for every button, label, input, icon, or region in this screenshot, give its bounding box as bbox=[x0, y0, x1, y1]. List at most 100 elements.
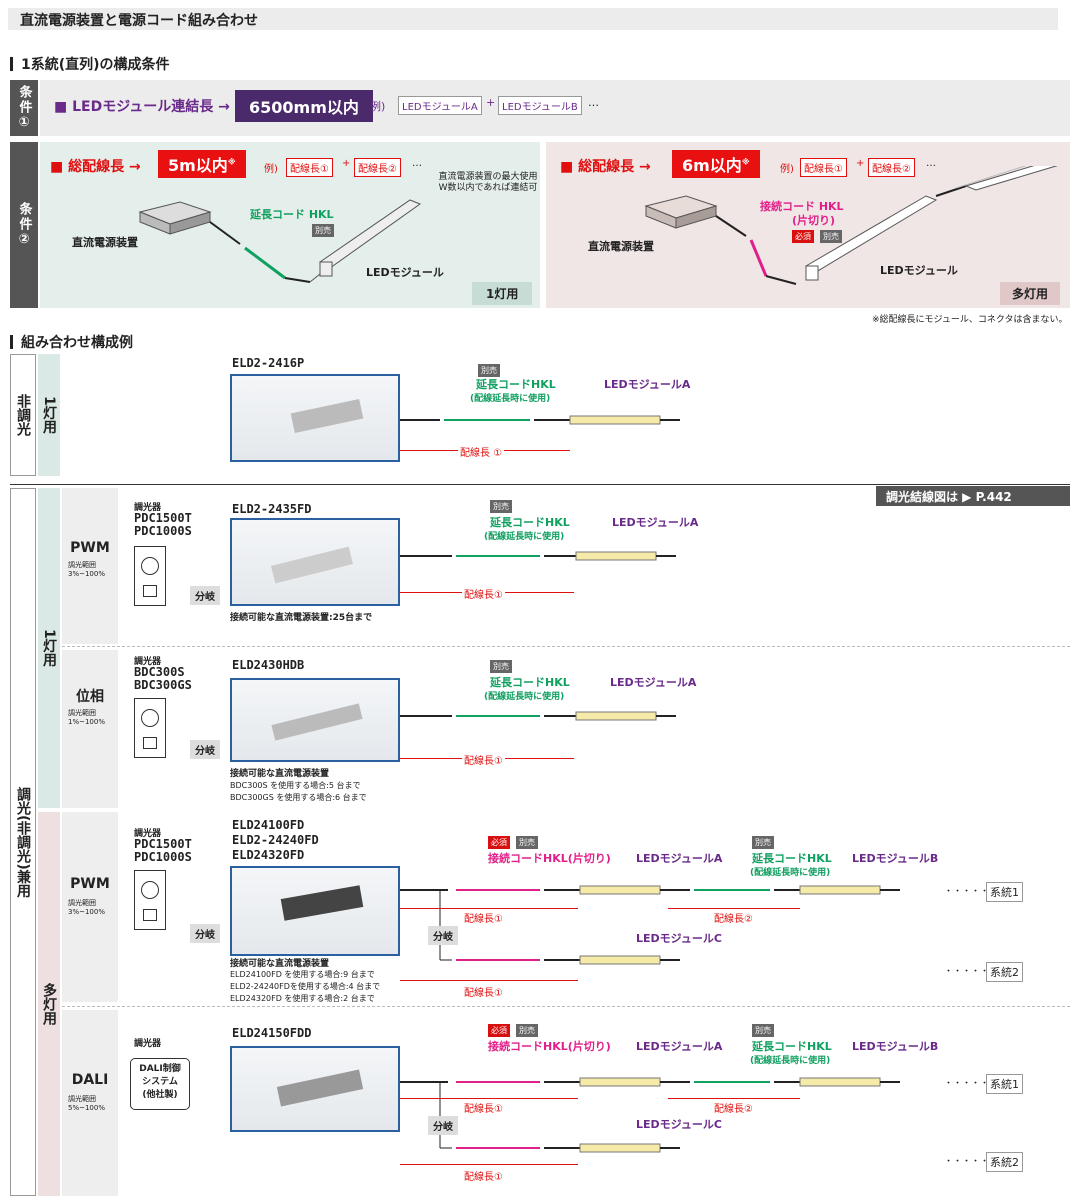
cond1-dots: … bbox=[588, 96, 599, 109]
product-photo bbox=[230, 1046, 400, 1132]
extension-cord-note: (配線延長時に使用) bbox=[484, 692, 565, 702]
wire-length-1-label: 配線長① bbox=[464, 988, 503, 999]
section-heading-conditions: 1系統(直列)の構成条件 bbox=[10, 54, 170, 74]
wire-length-bar bbox=[400, 980, 578, 981]
category-dimming: 調光(非調光)兼用 bbox=[10, 488, 36, 1196]
wire-length-bar bbox=[668, 1098, 800, 1099]
system-1-label: 系統1 bbox=[986, 882, 1023, 902]
model-eld2-2416p: ELD2-2416P bbox=[232, 356, 305, 370]
divider bbox=[62, 646, 1070, 647]
led-module-a-label: LEDモジュールA bbox=[612, 516, 699, 529]
single-module-label: LEDモジュール bbox=[366, 266, 444, 279]
extension-cord-label: 延長コードHKL bbox=[752, 852, 832, 865]
connection-cord-label: 接続コードHKL(片切り) bbox=[488, 852, 611, 865]
multi-power-supply-label: 直流電源装置 bbox=[588, 240, 654, 253]
led-module-c-label: LEDモジュールC bbox=[636, 1118, 722, 1131]
system-2-label: 系統2 bbox=[986, 1152, 1023, 1172]
connectable-count: 接続可能な直流電源装置 bbox=[230, 769, 330, 779]
wiring-line-r2 bbox=[400, 551, 676, 561]
wire-length-2-label: 配線長② bbox=[714, 1104, 753, 1115]
divider bbox=[10, 484, 1070, 485]
continuation-dots: ・・・・・ bbox=[944, 1079, 990, 1089]
dimtype-pwm-1: PWM 調光範囲 3%~100% bbox=[62, 488, 118, 644]
led-module-b-label: LEDモジュールB bbox=[852, 852, 939, 865]
category-multi: 多灯用 bbox=[38, 812, 60, 1196]
led-module-c-label: LEDモジュールC bbox=[636, 932, 722, 945]
single-wire1: 配線長① bbox=[286, 158, 333, 177]
cond1-value: 6500mm以内 bbox=[235, 90, 373, 122]
page-title: 直流電源装置と電源コード組み合わせ bbox=[8, 8, 1058, 30]
dimtype-phase: 位相 調光範囲 1%~100% bbox=[62, 650, 118, 808]
branch-label: 分岐 bbox=[428, 926, 458, 945]
footnote: ※総配線長にモジュール、コネクタは含まない。 bbox=[872, 315, 1068, 325]
wire-length-label: 配線長 ① bbox=[458, 444, 505, 459]
wire-length-label: 配線長① bbox=[462, 752, 505, 767]
system-2-label: 系統2 bbox=[986, 962, 1023, 982]
single-power-supply-label: 直流電源装置 bbox=[72, 236, 138, 249]
model-eld24150fdd: ELD24150FDD bbox=[232, 1026, 312, 1040]
dimmer-label: 調光器 bbox=[134, 829, 162, 839]
single-total-wire-label: ■ 総配線長 → bbox=[50, 159, 141, 175]
dimmer-models: PDC1500T PDC1000S bbox=[134, 837, 192, 864]
dimmer-label: 調光器 bbox=[134, 1039, 162, 1049]
model-eld2430hdb: ELD2430HDB bbox=[232, 658, 305, 672]
product-photo bbox=[230, 518, 400, 606]
connectable-bdc300s: BDC300S を使用する場合:5 台まで bbox=[230, 781, 361, 790]
multi-dots: … bbox=[926, 158, 936, 169]
product-photo bbox=[230, 374, 400, 462]
multi-required-badge: 必須 bbox=[792, 230, 814, 243]
wire-length-bar bbox=[400, 908, 578, 909]
connectable-count: 接続可能な直流電源装置:25台まで bbox=[230, 613, 373, 623]
condition-2-tag: 条件② bbox=[10, 142, 38, 308]
wiring-line-r3 bbox=[400, 711, 676, 721]
system-1-label: 系統1 bbox=[986, 1074, 1023, 1094]
category-single-1: 1灯用 bbox=[38, 354, 60, 476]
required-badge: 必須 bbox=[488, 1024, 510, 1037]
dimmer-switch-icon bbox=[134, 698, 166, 758]
dimming-diagram-link[interactable]: 調光結線図は ▶ P.442 bbox=[876, 486, 1070, 506]
connectable-eld24320fd: ELD24320FD を使用する場合:2 台まで bbox=[230, 994, 375, 1003]
extension-cord-note: (配線延長時に使用) bbox=[470, 394, 551, 404]
condition-1-tag: 条件① bbox=[10, 80, 38, 136]
extension-cord-note: (配線延長時に使用) bbox=[750, 1056, 831, 1066]
required-badge: 必須 bbox=[488, 836, 510, 849]
multi-module-label: LEDモジュール bbox=[880, 264, 958, 277]
connectable-count: 接続可能な直流電源装置 bbox=[230, 959, 330, 969]
single-separate-badge: 別売 bbox=[312, 224, 334, 237]
led-module-a-label: LEDモジュールA bbox=[636, 1040, 723, 1053]
connectable-bdc300gs: BDC300GS を使用する場合:6 台まで bbox=[230, 793, 367, 802]
connectable-eld24100fd: ELD24100FD を使用する場合:9 台まで bbox=[230, 970, 375, 979]
model-eld2-2435fd: ELD2-2435FD bbox=[232, 502, 312, 516]
continuation-dots: ・・・・・ bbox=[944, 967, 990, 977]
separate-badge: 別売 bbox=[478, 364, 500, 377]
model-eld24100fd-group: ELD24100FD ELD2-24240FD ELD24320FD bbox=[232, 818, 319, 862]
multi-example: 例) bbox=[780, 164, 794, 175]
single-extension-cord-label: 延長コード HKL bbox=[250, 208, 334, 221]
led-module-a-label: LEDモジュールA bbox=[604, 378, 691, 391]
branch-label: 分岐 bbox=[190, 586, 220, 605]
divider bbox=[62, 1006, 1070, 1007]
multi-wire1: 配線長① bbox=[800, 158, 847, 177]
dimmer-switch-icon bbox=[134, 870, 166, 930]
condition-2-multi-panel: ■ 総配線長 → 6m以内※ 例) 配線長① + 配線長② … 直流電源装置 接… bbox=[546, 142, 1070, 308]
single-wiring-illustration bbox=[138, 199, 422, 283]
wiring-lines-r4 bbox=[400, 885, 900, 965]
separate-badge: 別売 bbox=[516, 1024, 538, 1037]
separate-badge: 別売 bbox=[490, 500, 512, 513]
branch-label: 分岐 bbox=[190, 924, 220, 943]
multi-connection-cord-label: 接続コード HKL bbox=[760, 200, 844, 213]
dimmer-switch-icon bbox=[134, 546, 166, 606]
dimtype-pwm-2: PWM 調光範囲 3%~100% bbox=[62, 812, 118, 1002]
wire-length-1-label: 配線長① bbox=[464, 914, 503, 925]
product-photo bbox=[230, 866, 400, 956]
dimmer-label: 調光器 bbox=[134, 657, 162, 667]
dimmer-label: 調光器 bbox=[134, 503, 162, 513]
multi-use-label: 多灯用 bbox=[1000, 282, 1061, 305]
multi-total-wire-label: ■ 総配線長 → bbox=[560, 159, 651, 175]
extension-cord-label: 延長コードHKL bbox=[490, 676, 570, 689]
wire-length-bar bbox=[400, 1098, 578, 1099]
multi-connection-cord-note: (片切り) bbox=[792, 214, 836, 227]
section-heading-examples: 組み合わせ構成例 bbox=[10, 332, 133, 352]
wire-length-bar bbox=[400, 1164, 578, 1165]
single-note: 直流電源装置の最大使用W数以内であれば連結可 bbox=[438, 172, 538, 193]
